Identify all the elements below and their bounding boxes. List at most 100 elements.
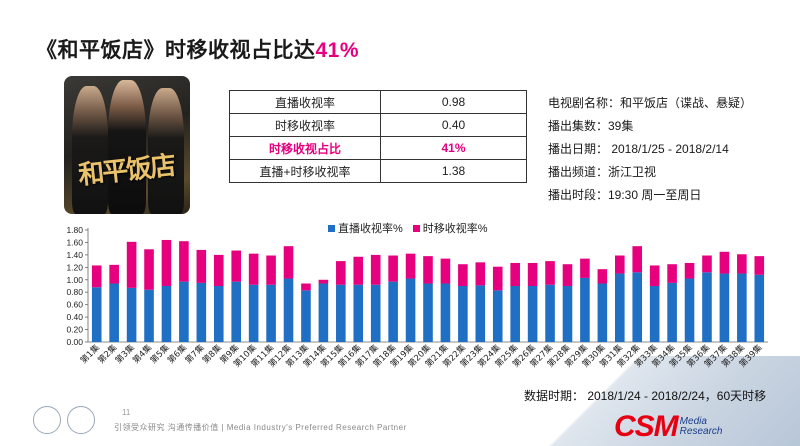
legend-swatch-live xyxy=(328,224,335,232)
page-number: 11 xyxy=(122,408,131,417)
bar-live xyxy=(161,286,172,342)
y-tick-label: 1.40 xyxy=(66,250,83,260)
title-highlight: 41% xyxy=(315,39,360,62)
table-row: 直播+时移收视率 1.38 xyxy=(229,159,527,183)
bar-timeshift xyxy=(684,262,695,279)
info-episodes: 播出集数：39集 xyxy=(548,119,634,133)
drama-info: 电视剧名称：和平饭店（谍战、悬疑） 播出集数：39集 播出日期： 2018/1/… xyxy=(548,92,752,207)
bar-timeshift xyxy=(388,255,398,282)
y-tick-label: 0.40 xyxy=(66,312,83,322)
bar-timeshift xyxy=(458,264,468,286)
chart-legend: 直播收视率% 时移收视率% xyxy=(328,220,488,236)
bar-live xyxy=(179,281,189,342)
bar-live xyxy=(248,284,259,342)
y-tick-label: 0.20 xyxy=(66,325,83,335)
bar-timeshift xyxy=(370,254,381,285)
bar-timeshift xyxy=(161,239,172,286)
bar-live xyxy=(144,289,154,342)
bar-timeshift xyxy=(301,283,311,291)
legend-swatch-timeshift xyxy=(412,224,420,232)
footer-slogan: 引领受众研究 沟通传播价值 | Media Industry's Preferr… xyxy=(114,423,407,432)
csm-logo: CSM Media Research xyxy=(614,410,723,443)
bar-live xyxy=(615,273,625,342)
bar-live xyxy=(737,273,747,342)
bar-live xyxy=(440,283,451,342)
table-row: 时移收视率 0.40 xyxy=(229,113,527,137)
bar-timeshift xyxy=(510,262,520,286)
background-decoration xyxy=(470,356,800,446)
bar-timeshift xyxy=(405,253,416,279)
drama-poster: 和平饭店 xyxy=(64,76,190,214)
bar-live xyxy=(196,282,207,342)
bar-live xyxy=(632,272,643,342)
stacked-bar-chart: 0.00 0.20 0.40 0.60 0.80 1.00 1.20 1.40 1.60 1.80… xyxy=(66,226,768,370)
bar-timeshift xyxy=(597,269,608,284)
bar-live xyxy=(109,283,119,342)
info-channel: 播出频道：浙江卫视 xyxy=(548,165,657,179)
bar-timeshift xyxy=(580,258,590,278)
y-tick-label: 1.60 xyxy=(66,237,83,247)
bar-timeshift xyxy=(126,241,137,288)
bar-live xyxy=(91,287,102,342)
bar-timeshift xyxy=(248,253,259,285)
bar-timeshift xyxy=(109,264,119,284)
certification-logos xyxy=(33,406,95,434)
bar-live xyxy=(301,290,311,342)
bar-live xyxy=(423,283,433,342)
bar-timeshift xyxy=(545,261,555,285)
bar-timeshift xyxy=(667,264,677,283)
bar-live xyxy=(545,284,555,342)
bar-live xyxy=(492,290,503,342)
bar-timeshift xyxy=(91,265,102,288)
bar-timeshift xyxy=(336,261,346,285)
bar-timeshift xyxy=(649,265,660,286)
info-slot: 播出时段：19:30 周一至周日 xyxy=(548,188,702,202)
ratings-table: 直播收视率 0.98 时移收视率 0.40 时移收视占比 41% 直播+时移收视率 1.… xyxy=(229,90,527,183)
bar-live xyxy=(754,274,765,342)
bar-live xyxy=(580,277,590,342)
bar-live xyxy=(684,278,695,342)
bar-timeshift xyxy=(702,255,712,273)
table-row: 直播收视率 0.98 xyxy=(229,90,527,114)
bar-live xyxy=(231,281,241,342)
bar-live xyxy=(510,286,520,342)
bar-live xyxy=(318,283,329,342)
bar-live xyxy=(719,273,730,342)
legend-item-timeshift: 时移收视率% xyxy=(412,220,488,236)
bar-timeshift xyxy=(492,266,503,291)
bar-live xyxy=(527,286,538,342)
y-tick-label: 1.20 xyxy=(66,262,83,272)
table-row: 时移收视占比 41% xyxy=(229,136,527,160)
bar-live xyxy=(475,285,486,342)
bar-live xyxy=(562,286,573,342)
bar-timeshift xyxy=(423,256,433,284)
bar-timeshift xyxy=(196,249,207,283)
bar-live xyxy=(597,283,608,342)
bar-timeshift xyxy=(318,279,329,284)
bar-timeshift xyxy=(179,241,189,282)
bar-timeshift xyxy=(440,258,451,284)
info-dates: 播出日期： 2018/1/25 - 2018/2/14 xyxy=(548,142,729,156)
bar-timeshift xyxy=(144,249,154,290)
bar-live xyxy=(353,284,364,342)
bar-live xyxy=(370,284,381,342)
bar-live xyxy=(213,286,224,342)
bar-timeshift xyxy=(754,256,765,275)
bar-live xyxy=(126,287,137,342)
bar-live xyxy=(336,284,346,342)
bar-timeshift xyxy=(231,250,241,282)
bar-live xyxy=(283,278,294,342)
bar-timeshift xyxy=(213,254,224,286)
bar-live xyxy=(702,272,712,342)
bar-timeshift xyxy=(562,264,573,286)
bar-timeshift xyxy=(475,262,486,286)
info-name: 电视剧名称：和平饭店（谍战、悬疑） xyxy=(548,96,753,110)
legend-item-live: 直播收视率% xyxy=(328,220,403,236)
cert-logo-icon xyxy=(67,406,95,434)
bar-timeshift xyxy=(353,256,364,285)
page-title: 《和平饭店》时移收视占比达41% xyxy=(36,39,360,62)
bar-timeshift xyxy=(719,251,730,274)
y-tick-label: 1.80 xyxy=(66,226,83,235)
bar-live xyxy=(388,281,398,342)
bar-timeshift xyxy=(615,255,625,274)
